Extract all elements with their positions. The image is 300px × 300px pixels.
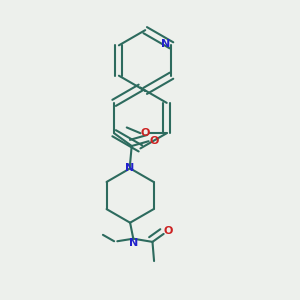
Text: N: N [125,164,135,173]
Text: O: O [141,128,150,138]
Text: N: N [161,39,170,50]
Text: O: O [149,136,159,146]
Text: N: N [129,238,138,248]
Text: O: O [164,226,173,236]
